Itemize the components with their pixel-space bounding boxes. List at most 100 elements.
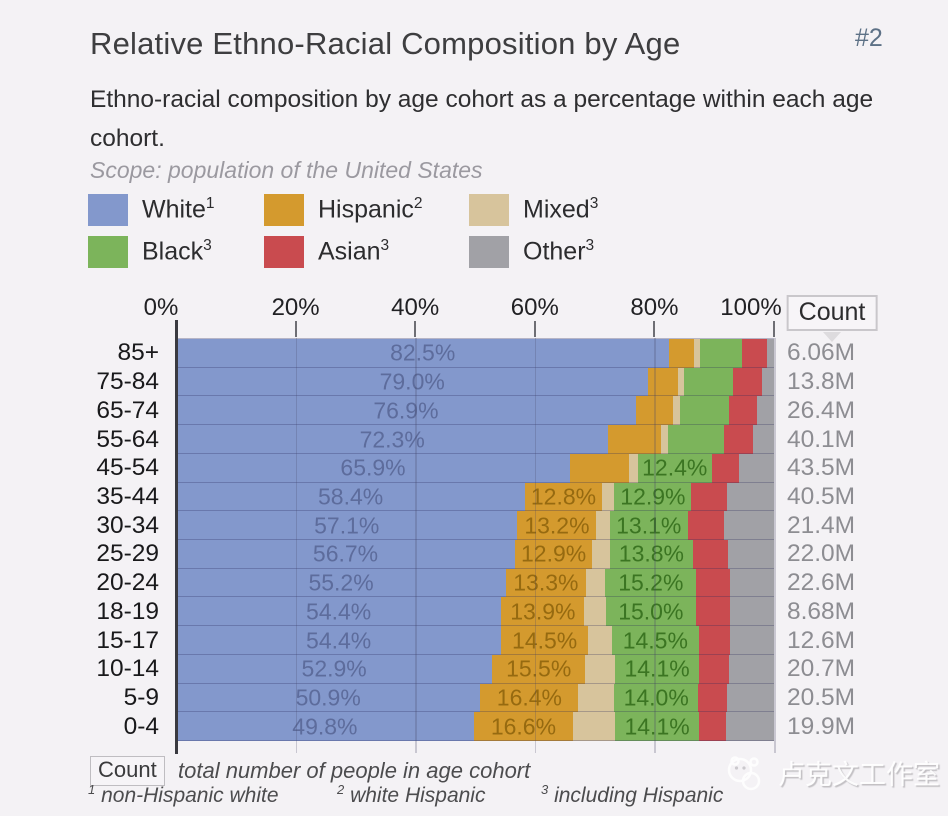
bar-segment-other[interactable]	[730, 626, 774, 655]
bar-segment-mixed[interactable]	[596, 511, 610, 541]
bar-segment-hispanic[interactable]	[515, 540, 593, 569]
bar-segment-mixed[interactable]	[672, 396, 680, 426]
bar-segment-white[interactable]	[176, 511, 518, 541]
bar-segment-mixed[interactable]	[592, 540, 611, 569]
bar-segment-mixed[interactable]	[588, 626, 612, 655]
legend-item-asian: Asian3	[264, 236, 469, 268]
bar-segment-other[interactable]	[767, 339, 774, 368]
bar-segment-black[interactable]	[679, 396, 730, 426]
bar-segment-white[interactable]	[176, 396, 636, 426]
bar-segment-white[interactable]	[176, 683, 481, 713]
bar-segment-white[interactable]	[176, 654, 493, 684]
bar-segment-hispanic[interactable]	[501, 597, 585, 627]
bar-segment-black[interactable]	[611, 626, 699, 655]
bar-segment-mixed[interactable]	[578, 683, 615, 713]
bar-segment-white[interactable]	[176, 367, 649, 397]
bar-segment-white[interactable]	[176, 453, 571, 483]
legend-item-black: Black3	[88, 236, 264, 268]
bar-segment-other[interactable]	[753, 425, 774, 454]
bar-segment-asian[interactable]	[695, 597, 731, 627]
y-axis-line	[175, 320, 178, 754]
bar-segment-asian[interactable]	[698, 626, 731, 655]
bar-segment-asian[interactable]	[711, 453, 740, 483]
page-subtitle: Ethno-racial composition by age cohort a…	[90, 86, 874, 153]
bar-row: 15-17 54.4% 14.5% 14.5% 12.6M	[96, 626, 855, 655]
bar-segment-white[interactable]	[176, 540, 516, 569]
bar-segment-other[interactable]	[727, 683, 774, 713]
bar-segment-hispanic[interactable]	[635, 396, 673, 426]
scope-note: Scope: population of the United States	[90, 157, 483, 183]
bar-segment-other[interactable]	[729, 654, 774, 684]
bar-segment-white[interactable]	[176, 597, 502, 627]
bar-segment-hispanic[interactable]	[669, 339, 695, 368]
bar-segment-other[interactable]	[729, 568, 774, 598]
bar-segment-mixed[interactable]	[584, 597, 606, 627]
bar-segment-white[interactable]	[176, 712, 474, 742]
bar-segment-asian[interactable]	[691, 482, 727, 512]
bar-segment-other[interactable]	[730, 597, 774, 627]
age-cohort-label: 25-29	[96, 540, 159, 568]
bar-segment-black[interactable]	[614, 482, 692, 512]
bar-segment-mixed[interactable]	[585, 568, 606, 598]
bar-segment-other[interactable]	[739, 453, 774, 483]
bar-segment-mixed[interactable]	[628, 453, 638, 483]
bar-segment-black[interactable]	[637, 453, 712, 483]
bar-segment-other[interactable]	[723, 511, 774, 541]
black-percent-label: 13.8%	[618, 540, 685, 567]
bar-segment-hispanic[interactable]	[570, 453, 629, 483]
bar-segment-asian[interactable]	[699, 654, 730, 684]
bar-segment-black[interactable]	[614, 683, 699, 713]
bar-segment-black[interactable]	[614, 654, 700, 684]
x-tick-mark	[414, 321, 417, 337]
bar-segment-black[interactable]	[614, 712, 700, 742]
bar-segment-mixed[interactable]	[585, 654, 615, 684]
bar-segment-hispanic[interactable]	[608, 425, 661, 454]
bar-segment-mixed[interactable]	[660, 425, 669, 454]
count-column-header[interactable]: Count	[786, 295, 878, 331]
bar-segment-asian[interactable]	[724, 425, 754, 454]
bar-segment-hispanic[interactable]	[473, 712, 574, 742]
bar-segment-white[interactable]	[176, 626, 502, 655]
bar-segment-other[interactable]	[725, 712, 774, 742]
bar-segment-black[interactable]	[668, 425, 725, 454]
black-percent-label: 12.4%	[642, 454, 708, 481]
bar-segment-mixed[interactable]	[573, 712, 615, 742]
bar-segment-mixed[interactable]	[677, 367, 684, 397]
bar-segment-mixed[interactable]	[601, 482, 615, 512]
bar-segment-asian[interactable]	[692, 540, 728, 569]
bar-segment-white[interactable]	[176, 339, 670, 368]
bar-segment-asian[interactable]	[696, 568, 730, 598]
bar-segment-hispanic[interactable]	[517, 511, 597, 541]
bar-row: 45-54 65.9% 12.4% 43.5M	[96, 453, 855, 483]
bar-segment-hispanic[interactable]	[480, 683, 579, 713]
white-percent-label: 82.5%	[390, 339, 456, 366]
bar-segment-hispanic[interactable]	[648, 367, 678, 397]
bar-segment-asian[interactable]	[687, 511, 724, 541]
bar-segment-black[interactable]	[683, 367, 733, 397]
bar-segment-white[interactable]	[176, 568, 507, 598]
bar-segment-white[interactable]	[176, 425, 609, 454]
bar-segment-hispanic[interactable]	[501, 626, 588, 655]
bar-segment-asian[interactable]	[741, 339, 768, 368]
bar-segment-black[interactable]	[610, 540, 693, 569]
bar-segment-black[interactable]	[700, 339, 742, 368]
bar-segment-black[interactable]	[605, 597, 696, 627]
bar-segment-white[interactable]	[176, 482, 526, 512]
bar-segment-hispanic[interactable]	[492, 654, 586, 684]
bar-segment-other[interactable]	[727, 540, 774, 569]
bar-segment-other[interactable]	[726, 482, 774, 512]
bar-segment-black[interactable]	[609, 511, 688, 541]
bar-segment-hispanic[interactable]	[525, 482, 602, 512]
mixed-swatch-icon	[469, 194, 509, 226]
bar-segment-mixed[interactable]	[694, 339, 701, 368]
bar-segment-black[interactable]	[605, 568, 697, 598]
bar-row: 55-64 72.3% 40.1M	[96, 425, 855, 454]
bar-segment-asian[interactable]	[698, 683, 728, 713]
bar-segment-asian[interactable]	[732, 367, 763, 397]
bar-segment-other[interactable]	[762, 367, 774, 397]
bar-segment-asian[interactable]	[729, 396, 757, 426]
white-percent-label: 55.2%	[308, 569, 374, 596]
bar-segment-asian[interactable]	[699, 712, 726, 742]
bar-segment-other[interactable]	[756, 396, 774, 426]
bar-segment-hispanic[interactable]	[506, 568, 586, 598]
